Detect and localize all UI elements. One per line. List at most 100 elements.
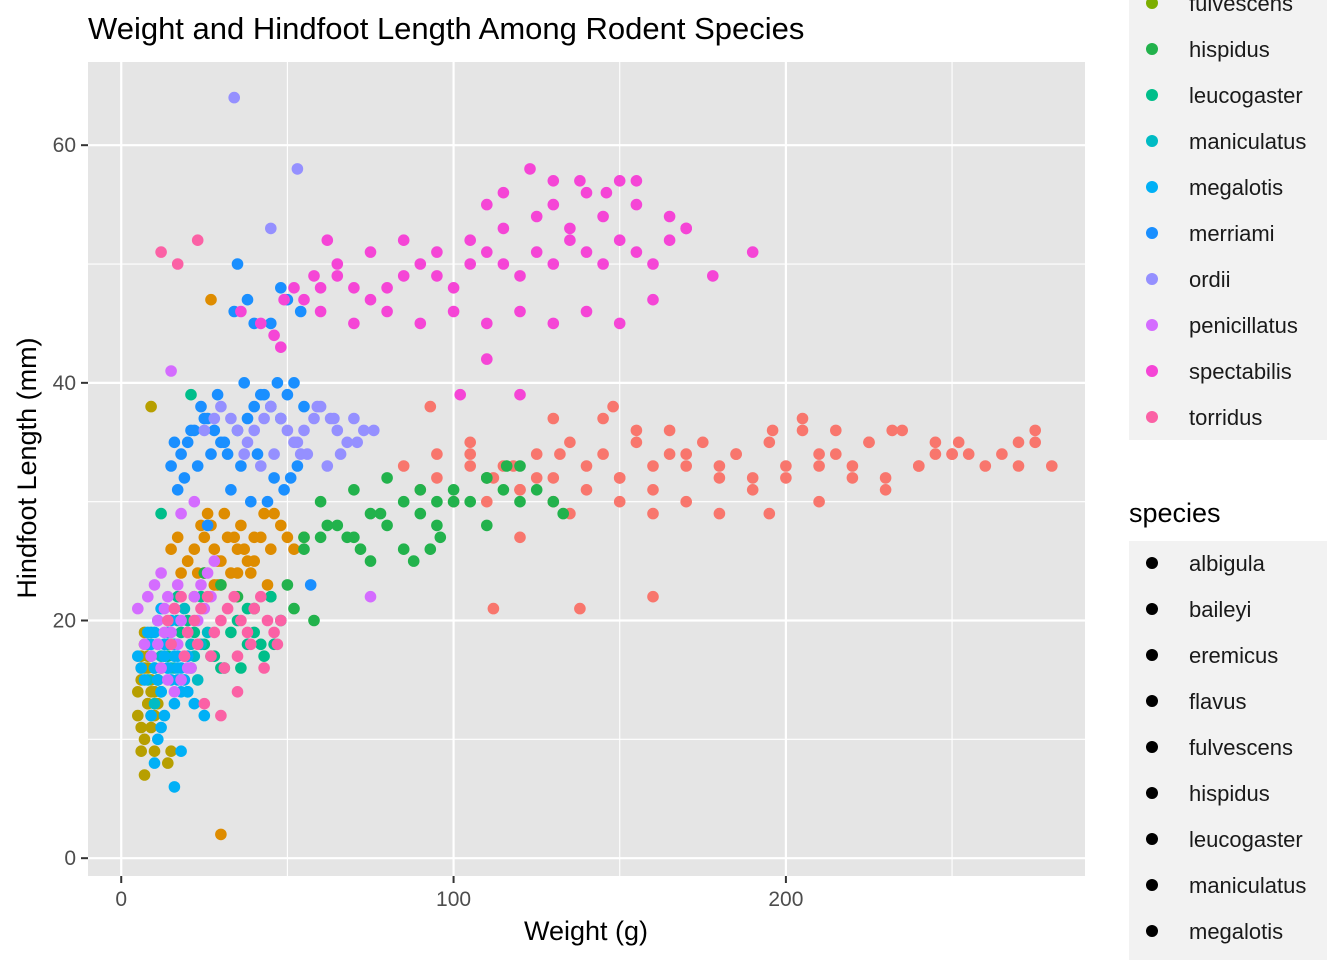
data-point — [198, 531, 211, 544]
data-point — [198, 424, 211, 437]
data-point — [171, 662, 184, 674]
data-point — [431, 472, 443, 484]
data-point — [195, 400, 207, 413]
data-point — [208, 555, 221, 567]
data-point — [254, 531, 267, 544]
data-point — [168, 436, 181, 449]
legend-key — [1146, 43, 1158, 55]
data-point — [647, 293, 659, 306]
data-point — [846, 472, 859, 484]
data-point — [281, 424, 294, 437]
data-point — [148, 697, 161, 710]
legend-label: leucogaster — [1189, 83, 1303, 108]
data-point — [288, 602, 300, 615]
legend-key — [1146, 227, 1158, 239]
data-point — [158, 650, 171, 662]
data-point — [647, 590, 659, 603]
data-point — [241, 436, 254, 449]
data-point — [215, 614, 227, 627]
data-point — [188, 614, 201, 627]
legend-key — [1146, 181, 1158, 193]
data-point — [481, 353, 493, 365]
data-point — [238, 543, 250, 555]
data-point — [278, 293, 290, 306]
data-point — [331, 258, 344, 270]
data-point — [175, 567, 187, 579]
data-point — [464, 436, 477, 449]
series-spectabilis — [235, 163, 759, 401]
data-point — [1012, 436, 1025, 449]
series-hispidus — [198, 460, 569, 627]
data-point — [929, 448, 942, 460]
legend-label: hispidus — [1189, 37, 1270, 62]
data-point — [294, 305, 307, 318]
data-point — [1029, 424, 1041, 437]
legend-key — [1146, 557, 1158, 569]
data-point — [191, 674, 204, 686]
data-point — [265, 222, 277, 235]
data-point — [145, 400, 157, 413]
data-point — [464, 234, 477, 246]
data-point — [397, 234, 410, 246]
data-point — [275, 412, 287, 425]
data-point — [298, 531, 310, 544]
data-point — [215, 709, 227, 722]
legend-label: torridus — [1189, 405, 1262, 430]
data-point — [431, 519, 443, 532]
data-point — [630, 175, 643, 187]
data-point — [431, 246, 443, 258]
data-point — [231, 258, 244, 270]
series-ordii — [198, 91, 380, 472]
data-point — [597, 210, 609, 223]
x-tick-label: 100 — [436, 888, 471, 911]
data-point — [145, 686, 157, 698]
data-point — [321, 234, 334, 246]
data-point — [308, 412, 320, 425]
legend-species: species albigula baileyi eremicus flavus ful… — [1129, 498, 1327, 960]
data-point — [464, 448, 477, 460]
data-point — [381, 519, 393, 532]
data-point — [261, 579, 274, 591]
data-point — [514, 531, 526, 544]
legend-label: maniculatus — [1189, 873, 1306, 898]
data-point — [158, 709, 171, 722]
data-point — [314, 495, 327, 508]
legend-key — [1146, 741, 1158, 753]
data-point — [218, 436, 231, 449]
data-point — [201, 590, 214, 603]
data-point — [364, 555, 377, 567]
data-point — [268, 507, 280, 520]
grid-major — [88, 62, 1085, 876]
data-point — [175, 614, 187, 627]
data-point — [500, 460, 513, 472]
data-point — [796, 424, 809, 437]
data-point — [613, 495, 626, 508]
data-point — [235, 519, 247, 532]
data-point — [168, 781, 181, 793]
data-point — [132, 709, 144, 722]
data-point — [155, 567, 167, 579]
data-point — [245, 495, 257, 508]
data-point — [288, 377, 300, 389]
data-point — [205, 293, 217, 306]
data-point — [198, 709, 211, 722]
data-point — [205, 650, 217, 662]
data-point — [328, 412, 340, 425]
data-point — [178, 472, 191, 484]
data-point — [341, 531, 354, 544]
data-point — [228, 531, 240, 544]
legend-label: flavus — [1189, 689, 1246, 714]
data-point — [258, 662, 270, 674]
grid-minor — [88, 62, 1085, 876]
data-point — [221, 448, 234, 460]
data-point — [138, 674, 151, 686]
data-point — [152, 674, 164, 686]
y-tick-label: 0 — [64, 847, 76, 870]
data-point — [281, 531, 294, 544]
data-point — [245, 638, 257, 651]
data-point — [215, 579, 227, 591]
data-point — [414, 507, 427, 520]
data-point — [175, 590, 187, 603]
x-axis: 0 100 200 — [115, 876, 803, 911]
data-point — [211, 388, 224, 401]
